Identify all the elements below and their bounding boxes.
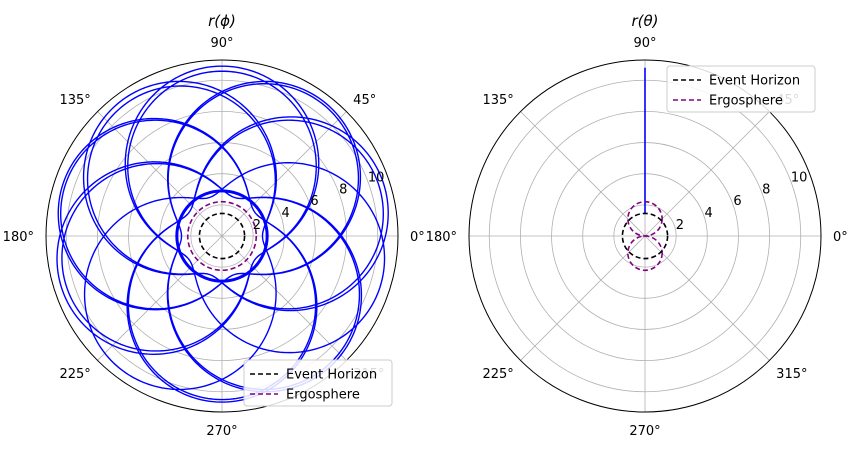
angle-tick-label: 135° [59, 93, 90, 108]
trajectory-inner-band [175, 189, 269, 283]
angle-tick-label: 180° [3, 230, 34, 245]
polar-frame [468, 59, 822, 413]
radial-tick-label: 4 [282, 206, 290, 221]
grid-spoke [97, 111, 223, 237]
angle-tick-label: 180° [426, 230, 457, 245]
radial-tick-label: 2 [676, 218, 684, 233]
legend-box [666, 65, 816, 113]
angle-tick-label: 90° [210, 36, 233, 51]
polar-frame [45, 59, 399, 413]
plot-area [56, 65, 389, 403]
legend-label: Event Horizon [286, 368, 377, 383]
grid-spoke [644, 111, 770, 237]
chart-title-r-theta: r(θ) [631, 12, 658, 30]
angle-tick-label: 0° [833, 230, 848, 245]
event-horizon-circle [621, 212, 669, 260]
angle-tick-label: 270° [629, 424, 660, 439]
legend: Event Horizon Ergosphere [666, 65, 816, 113]
radial-tick-label: 8 [339, 182, 347, 197]
angle-tick-label: 225° [482, 367, 513, 382]
legend-label: Ergosphere [709, 94, 783, 109]
radial-tick-label: 2 [253, 218, 261, 233]
legend: Event Horizon Ergosphere [243, 359, 393, 407]
chart-title-r-phi: r(ϕ) [208, 12, 236, 30]
grid-spoke [644, 235, 770, 361]
radial-tick-label: 6 [733, 194, 741, 209]
angle-tick-label: 45° [353, 93, 376, 108]
legend-label: Event Horizon [709, 74, 800, 89]
grid-spoke [97, 235, 223, 361]
angle-tick-label: 135° [482, 93, 513, 108]
grid-spoke [221, 235, 347, 361]
angle-tick-label: 315° [776, 367, 807, 382]
legend-label: Ergosphere [286, 388, 360, 403]
angle-tick-label: 225° [59, 367, 90, 382]
radial-tick-label: 10 [791, 170, 808, 185]
radial-tick-label: 10 [368, 170, 385, 185]
radial-tick-labels: 2 4 6 8 10 [253, 170, 385, 233]
legend-box [243, 359, 393, 407]
radial-tick-label: 8 [762, 182, 770, 197]
grid-spoke [520, 111, 646, 237]
polar-grid [46, 60, 398, 412]
angle-tick-label: 270° [206, 424, 237, 439]
radial-tick-labels: 2 4 6 8 10 [676, 170, 808, 233]
angle-tick-label: 0° [410, 230, 425, 245]
grid-spoke [221, 111, 347, 237]
radial-tick-label: 6 [310, 194, 318, 209]
grid-spoke [520, 235, 646, 361]
angle-tick-label: 90° [633, 36, 656, 51]
event-horizon-circle [198, 212, 246, 260]
ergosphere-lower-lobe [627, 235, 663, 272]
plot-area [621, 67, 669, 272]
ergosphere-circle [186, 200, 258, 272]
trajectory-line [56, 65, 389, 403]
radial-tick-label: 4 [705, 206, 713, 221]
